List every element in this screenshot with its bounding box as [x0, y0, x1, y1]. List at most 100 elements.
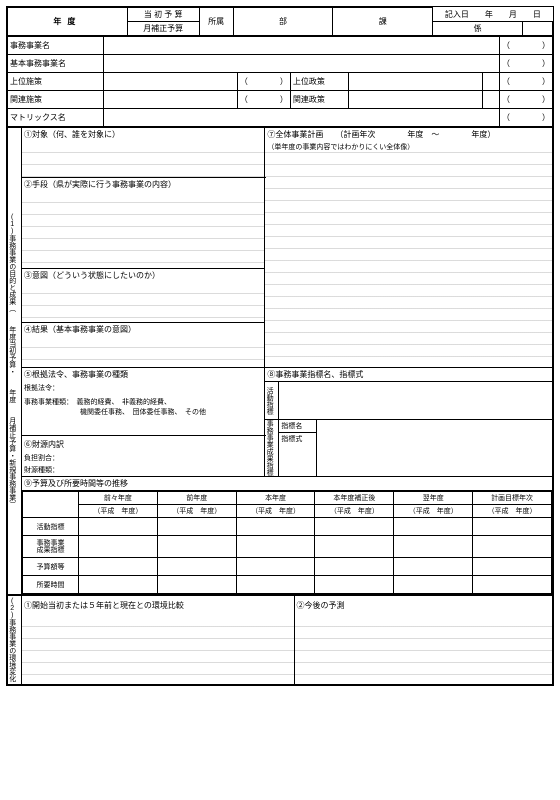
section1-side-label: (1)事務事業の目的と成果（ 年度当初予算・ 年度 月補正予算・新規事務事業）	[8, 214, 16, 508]
s2-q1-field[interactable]	[22, 615, 295, 685]
s1-q6-b[interactable]: 財源種類：	[22, 464, 265, 477]
t9-c[interactable]	[473, 536, 552, 558]
lbl-matrix: マトリックス名	[8, 109, 104, 127]
q8-seika-text: 事務事業成果指標	[265, 420, 273, 476]
lbl-jimu-jigyo: 事務事業名	[8, 37, 104, 55]
field-kanren-seisaku[interactable]	[348, 91, 482, 109]
lbl-kihon: 基本事務事業名	[8, 55, 104, 73]
s1-q7-label: ⑦全体事業計画 （計画年次 年度 ～ 年度）	[265, 128, 553, 142]
paren-1[interactable]: （ ）	[499, 37, 552, 55]
paren-7[interactable]: （ ）	[499, 109, 552, 127]
t9-c[interactable]	[157, 536, 236, 558]
s1-q4-field[interactable]	[22, 336, 265, 368]
hdr-ka[interactable]: 課	[333, 8, 433, 36]
s1-q5-line2b: 機関委任事務、 団体委任事務、 その他	[24, 407, 262, 417]
t9-c[interactable]	[236, 536, 315, 558]
paren-6[interactable]: （ ）	[499, 91, 552, 109]
paren-2[interactable]: （ ）	[499, 55, 552, 73]
t9-c[interactable]	[394, 536, 473, 558]
t9-c[interactable]	[394, 518, 473, 536]
t9-c[interactable]	[473, 518, 552, 536]
s1-q2-label: ②手段（県が実際に行う事務事業の内容）	[22, 177, 265, 191]
s1-q5-line1: 根拠法令：	[24, 383, 262, 393]
lbl-joui-shisaku: 上位施策	[8, 73, 104, 91]
t9-col-hon: 本年度	[236, 492, 315, 505]
hdr-hosei: 月補正予算	[127, 22, 199, 36]
t9-row-katsudou: 活動指標	[23, 518, 79, 536]
t9-c[interactable]	[315, 518, 394, 536]
paren-3[interactable]: （ ）	[237, 73, 290, 91]
t9-c[interactable]	[394, 558, 473, 576]
field-kihon[interactable]	[104, 55, 500, 73]
s1-q8-col-katsudou: 活動指標	[265, 382, 279, 420]
s1-q4-label: ④結果（基本事務事業の意図）	[22, 322, 265, 336]
s1-q8-shihyoumei-lbl: 指標名	[279, 420, 317, 433]
hdr-shozoku: 所属	[199, 8, 233, 36]
nendo-cell: 年度	[8, 8, 128, 36]
t9-sub-3: （平成 年度）	[236, 505, 315, 518]
t9-c[interactable]	[236, 576, 315, 594]
s1-q9-label: ⑨予算及び所要時間等の推移	[22, 477, 553, 491]
t9-c[interactable]	[236, 558, 315, 576]
t9-c[interactable]	[157, 518, 236, 536]
t9-col-zen: 前年度	[157, 492, 236, 505]
t9-c[interactable]	[79, 518, 158, 536]
s2-q2-label: ②今後の予測	[294, 596, 553, 615]
t9-c[interactable]	[79, 558, 158, 576]
t9-sub-6: （平成 年度）	[473, 505, 552, 518]
s1-q8-label: ⑧事務事業指標名、指標式	[265, 368, 553, 382]
t9-sub-2: （平成 年度）	[157, 505, 236, 518]
s2-q1-label: ①開始当初または５年前と現在との環境比較	[22, 596, 295, 615]
t9-c[interactable]	[315, 558, 394, 576]
t9-c[interactable]	[315, 536, 394, 558]
hdr-kinyuubi[interactable]: 記入日 年 月 日	[433, 8, 553, 22]
s1-q5-line2a: 事務事業種類： 義務的経費、 非義務的経費、	[24, 397, 262, 407]
s1-q2-field[interactable]	[22, 191, 265, 269]
s1-q3-label: ③意図（どういう状態にしたいのか）	[22, 269, 265, 283]
t9-c[interactable]	[157, 558, 236, 576]
t9-col-zenzen: 前々年度	[79, 492, 158, 505]
t9-col-hon-hosei: 本年度補正後	[315, 492, 394, 505]
s1-q8-shihyoushiki-field[interactable]	[317, 436, 553, 477]
field-jimu-jigyo[interactable]	[104, 37, 500, 55]
blank-cell-2	[482, 91, 499, 109]
t9-c[interactable]	[236, 518, 315, 536]
t9-c[interactable]	[157, 576, 236, 594]
t9-c[interactable]	[394, 576, 473, 594]
t9-c[interactable]	[473, 558, 552, 576]
lbl-joui-seisaku: 上位政策	[290, 73, 348, 91]
field-matrix[interactable]	[104, 109, 500, 127]
s2-q2-field[interactable]	[294, 615, 553, 685]
field-kanren-shisaku[interactable]	[104, 91, 238, 109]
paren-4[interactable]: （ ）	[499, 73, 552, 91]
s1-q5-field[interactable]: 根拠法令： 事務事業種類： 義務的経費、 非義務的経費、 機関委任事務、 団体委…	[22, 382, 265, 436]
t9-row-jikan: 所要時間	[23, 576, 79, 594]
t9-sub-5: （平成 年度）	[394, 505, 473, 518]
field-joui-seisaku[interactable]	[348, 73, 482, 91]
t9-c[interactable]	[79, 536, 158, 558]
t9-c[interactable]	[473, 576, 552, 594]
section1-sidebar: (1)事務事業の目的と成果（ 年度当初予算・ 年度 月補正予算・新規事務事業）	[8, 128, 22, 595]
t9-c[interactable]	[79, 576, 158, 594]
s1-q6-a[interactable]: 負担割合：	[22, 452, 265, 464]
paren-5[interactable]: （ ）	[237, 91, 290, 109]
s1-q3-field[interactable]	[22, 282, 265, 322]
hdr-kakari[interactable]: 係	[433, 22, 523, 36]
t9-c[interactable]	[315, 576, 394, 594]
lbl-kanren-shisaku: 関連施策	[8, 91, 104, 109]
t9-row-seika: 事務事業 成果指標	[23, 536, 79, 558]
s1-q8-shihyoushiki-lbl: 指標式	[279, 433, 317, 477]
lbl-kanren-seisaku: 関連政策	[290, 91, 348, 109]
hdr-tousho: 当 初 予 算	[127, 8, 199, 22]
hdr-bu[interactable]: 部	[233, 8, 333, 36]
s1-q8-shihyoumei-field[interactable]	[317, 420, 553, 436]
s1-q8-katsudou-field[interactable]	[279, 382, 553, 420]
s1-q5-label: ⑤根拠法令、事務事業の種類	[22, 368, 265, 382]
q8-katsudou-text: 活動指標	[265, 387, 273, 415]
s1-q1-field[interactable]	[22, 141, 265, 177]
section2-side-label: (2)事務事業の環境変化	[8, 598, 16, 682]
t9-row-yosan: 予算額等	[23, 558, 79, 576]
hdr-blank[interactable]	[523, 22, 553, 36]
field-joui-shisaku[interactable]	[104, 73, 238, 91]
s1-q7-field[interactable]: （単年度の事業内容ではわかりにくい全体像）	[265, 141, 553, 368]
